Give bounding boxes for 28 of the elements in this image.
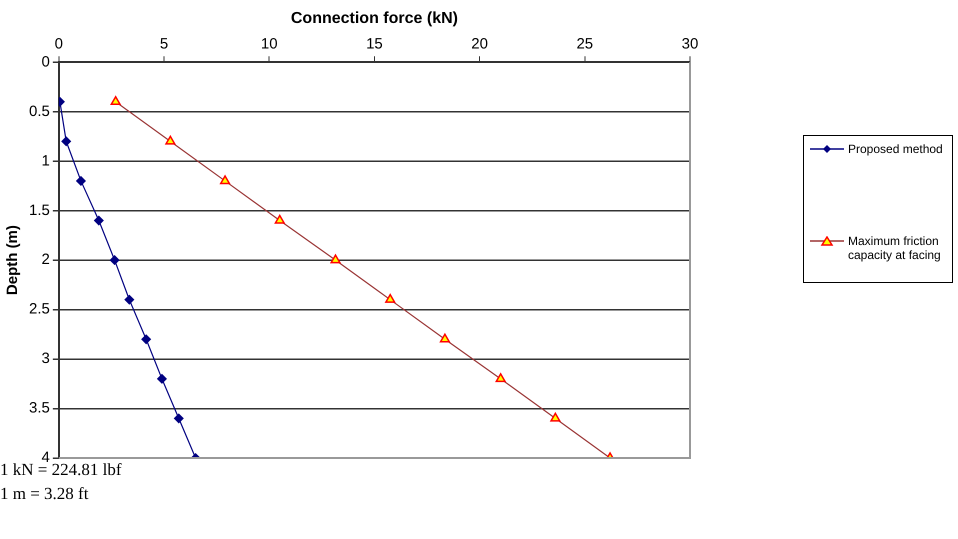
x-tick-label: 10: [260, 35, 278, 52]
point: [61, 136, 71, 146]
text: 1 m = 3.28 ft: [0, 483, 90, 505]
legend-label: Proposed method: [848, 142, 943, 156]
point: [157, 374, 167, 384]
x-tick-label: 0: [54, 35, 64, 52]
y-tick-label: 3: [42, 350, 50, 368]
x-tick-label: 15: [366, 35, 383, 52]
y-tick-label: 1.5: [28, 202, 50, 219]
legend-label: Maximum friction capacity at facing: [848, 234, 942, 262]
point: [124, 294, 134, 304]
y-tick-label: 2: [42, 251, 50, 268]
x-tick-label: 20: [471, 35, 488, 52]
x-tick-label: 25: [576, 35, 594, 52]
y-tick-label: 2.5: [28, 300, 50, 318]
y-tick-label: 0: [42, 53, 50, 70]
x-tick-label: 30: [682, 35, 698, 52]
point: [76, 176, 86, 186]
y-tick-label: 0.5: [28, 102, 50, 120]
point: [94, 216, 104, 226]
y-axis-title: Depth (m): [4, 225, 22, 296]
x-tick-label: 5: [160, 35, 168, 52]
y-tick-label: 1: [42, 152, 50, 170]
point: [110, 255, 120, 265]
x-axis-title: Connection force (kN): [290, 10, 458, 28]
point: [141, 334, 151, 344]
point: [174, 414, 184, 424]
y-tick-label: 3.5: [28, 400, 50, 417]
